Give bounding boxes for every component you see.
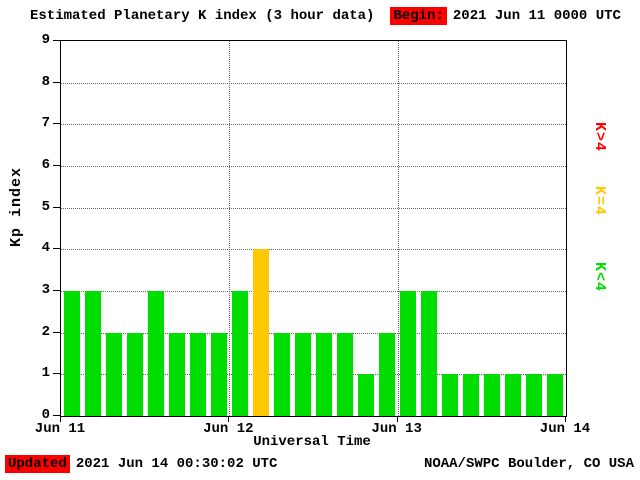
y-tick-label: 5	[41, 198, 50, 215]
legend-k-gt4: K>4	[591, 122, 608, 152]
gridline-horizontal	[61, 82, 566, 84]
y-tick-mark	[53, 81, 60, 83]
y-tick-mark	[53, 290, 60, 291]
chart-title: Estimated Planetary K index (3 hour data…	[30, 8, 375, 24]
y-tick-label: 2	[41, 323, 50, 340]
x-tick-label: Jun 12	[203, 421, 254, 437]
kp-bar	[126, 332, 143, 416]
gridline-horizontal	[61, 374, 566, 376]
kp-bar	[210, 332, 227, 416]
y-tick-mark	[53, 123, 60, 125]
y-tick-mark	[53, 331, 60, 333]
chart-header: Estimated Planetary K index (3 hour data…	[30, 7, 621, 25]
kp-bar	[168, 332, 185, 416]
legend-k-lt4-label: K<4	[591, 262, 608, 293]
y-tick-mark	[53, 40, 60, 41]
y-tick-label: 8	[41, 73, 50, 90]
y-tick-mark	[53, 248, 60, 250]
y-tick-label: 9	[41, 32, 50, 48]
kp-bar	[337, 332, 354, 416]
x-tick-label: Jun 11	[34, 421, 86, 437]
y-tick-label: 1	[41, 365, 50, 382]
x-tick-mark	[60, 416, 61, 422]
kp-bar	[252, 249, 269, 416]
gridline-horizontal	[61, 207, 566, 209]
y-tick-label: 7	[41, 115, 50, 132]
y-tick-mark	[53, 165, 60, 166]
y-tick-label: 6	[41, 157, 50, 173]
kp-bar	[105, 332, 122, 416]
begin-value: 2021 Jun 11 0000 UTC	[452, 8, 621, 24]
credit-text: NOAA/SWPC Boulder, CO USA	[423, 456, 634, 472]
kp-bar	[442, 374, 459, 416]
kp-bar	[421, 291, 438, 416]
gridline-vertical	[397, 41, 399, 416]
gridline-horizontal	[61, 332, 566, 334]
y-tick-mark	[53, 373, 60, 375]
x-axis-title: Universal Time	[253, 434, 371, 450]
x-tick-mark	[228, 416, 230, 422]
kp-bar	[463, 374, 480, 416]
kp-bar	[505, 374, 522, 416]
legend-k-lt4: K<4	[591, 262, 608, 292]
updated-value: 2021 Jun 14 00:30:02 UTC	[75, 456, 278, 472]
kp-bar	[526, 374, 543, 416]
kp-bar	[358, 374, 375, 416]
begin-label: Begin:	[390, 7, 447, 25]
legend-k-eq4: K=4	[591, 186, 608, 216]
updated-label: Updated	[5, 455, 70, 473]
kp-bar	[400, 291, 417, 416]
plot-area	[60, 40, 567, 417]
updated-line: Updated 2021 Jun 14 00:30:02 UTC	[5, 455, 278, 473]
legend-k-gt4-label: K>4	[591, 122, 608, 153]
x-tick-label: Jun 13	[371, 421, 422, 437]
kp-bar	[231, 291, 248, 416]
x-tick-label: Jun 14	[539, 421, 591, 437]
kp-bar	[189, 332, 206, 416]
x-tick-mark	[565, 416, 566, 422]
gridline-horizontal	[61, 249, 566, 251]
kp-bar	[547, 374, 564, 416]
y-tick-label: 4	[41, 240, 50, 257]
y-tick-label: 0	[41, 407, 50, 423]
x-tick-mark	[396, 416, 398, 422]
kp-bar	[379, 332, 396, 416]
kp-bar	[147, 291, 164, 416]
gridline-horizontal	[61, 124, 566, 126]
kp-bar	[316, 332, 332, 416]
gridline-horizontal	[61, 166, 566, 167]
kp-bar	[273, 332, 290, 416]
gridline-vertical	[229, 41, 231, 416]
kp-bar	[484, 374, 501, 416]
kp-bar	[63, 291, 80, 416]
legend-k-eq4-label: K=4	[591, 186, 608, 217]
y-tick-mark	[53, 415, 60, 416]
gridline-horizontal	[61, 291, 566, 292]
y-tick-label: 3	[41, 282, 50, 298]
kp-bar	[294, 332, 311, 416]
kp-bar	[84, 291, 101, 416]
y-tick-mark	[53, 206, 60, 208]
